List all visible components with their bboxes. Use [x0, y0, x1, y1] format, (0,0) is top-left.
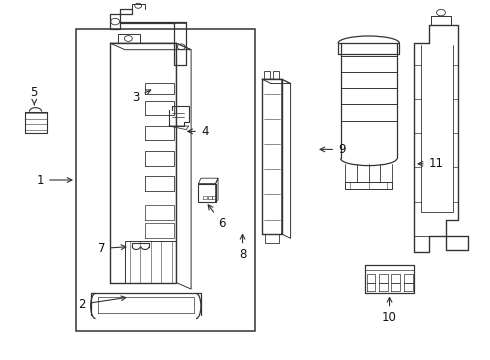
Text: 7: 7 [98, 242, 126, 255]
Text: 6: 6 [208, 205, 225, 230]
Text: 8: 8 [239, 234, 246, 261]
Bar [76, 29, 255, 331]
Text: 2: 2 [78, 296, 126, 311]
Text: 1: 1 [37, 174, 72, 186]
Text: 3: 3 [132, 90, 151, 104]
Text: 5: 5 [30, 86, 38, 105]
Text: 10: 10 [382, 297, 397, 324]
Text: 9: 9 [320, 143, 345, 156]
Text: 4: 4 [188, 125, 208, 138]
Text: 11: 11 [418, 157, 444, 170]
